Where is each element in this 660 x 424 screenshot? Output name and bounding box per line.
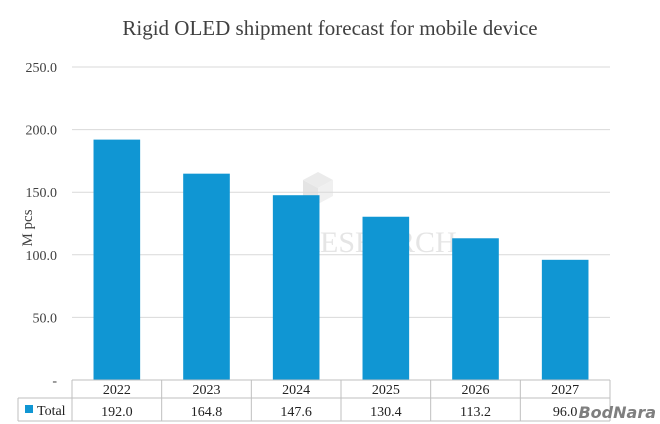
- gridlines: [72, 66, 610, 318]
- data-label: 130.4: [370, 405, 402, 420]
- bar: [452, 238, 499, 380]
- y-axis-ticks: - 50.0 100.0 150.0 200.0 250.0: [26, 61, 58, 389]
- legend-label: Total: [37, 404, 66, 419]
- bar: [362, 216, 410, 380]
- data-label: 113.2: [460, 405, 491, 420]
- bar: [541, 259, 589, 380]
- y-tick-label: 200.0: [26, 124, 58, 139]
- y-tick-label: 50.0: [33, 311, 58, 326]
- x-tick-label: 2026: [462, 383, 490, 398]
- bars: [93, 139, 589, 380]
- y-tick-label: 150.0: [26, 186, 58, 201]
- x-tick-label: 2023: [193, 383, 221, 398]
- y-tick-label: -: [52, 374, 57, 389]
- bar: [93, 139, 141, 380]
- data-table: 2022 192.0 2023 164.8 2024 147.6 2025 130.4 2026…: [17, 379, 611, 422]
- bar: [183, 173, 230, 380]
- x-tick-label: 2025: [372, 383, 400, 398]
- chart-title: Rigid OLED shipment forecast for mobile …: [122, 16, 537, 40]
- x-tick-label: 2027: [551, 383, 579, 398]
- bar: [272, 195, 320, 380]
- data-label: 192.0: [101, 405, 133, 420]
- legend-swatch: [25, 405, 33, 413]
- brand-logo: BodNara: [578, 403, 656, 422]
- data-label: 96.0: [553, 405, 578, 420]
- y-tick-label: 100.0: [26, 249, 58, 264]
- x-tick-label: 2024: [282, 383, 310, 398]
- x-tick-label: 2022: [103, 383, 131, 398]
- y-axis-label: M pcs: [20, 209, 36, 246]
- data-label: 164.8: [191, 405, 223, 420]
- data-label: 147.6: [280, 405, 312, 420]
- y-tick-label: 250.0: [26, 61, 58, 76]
